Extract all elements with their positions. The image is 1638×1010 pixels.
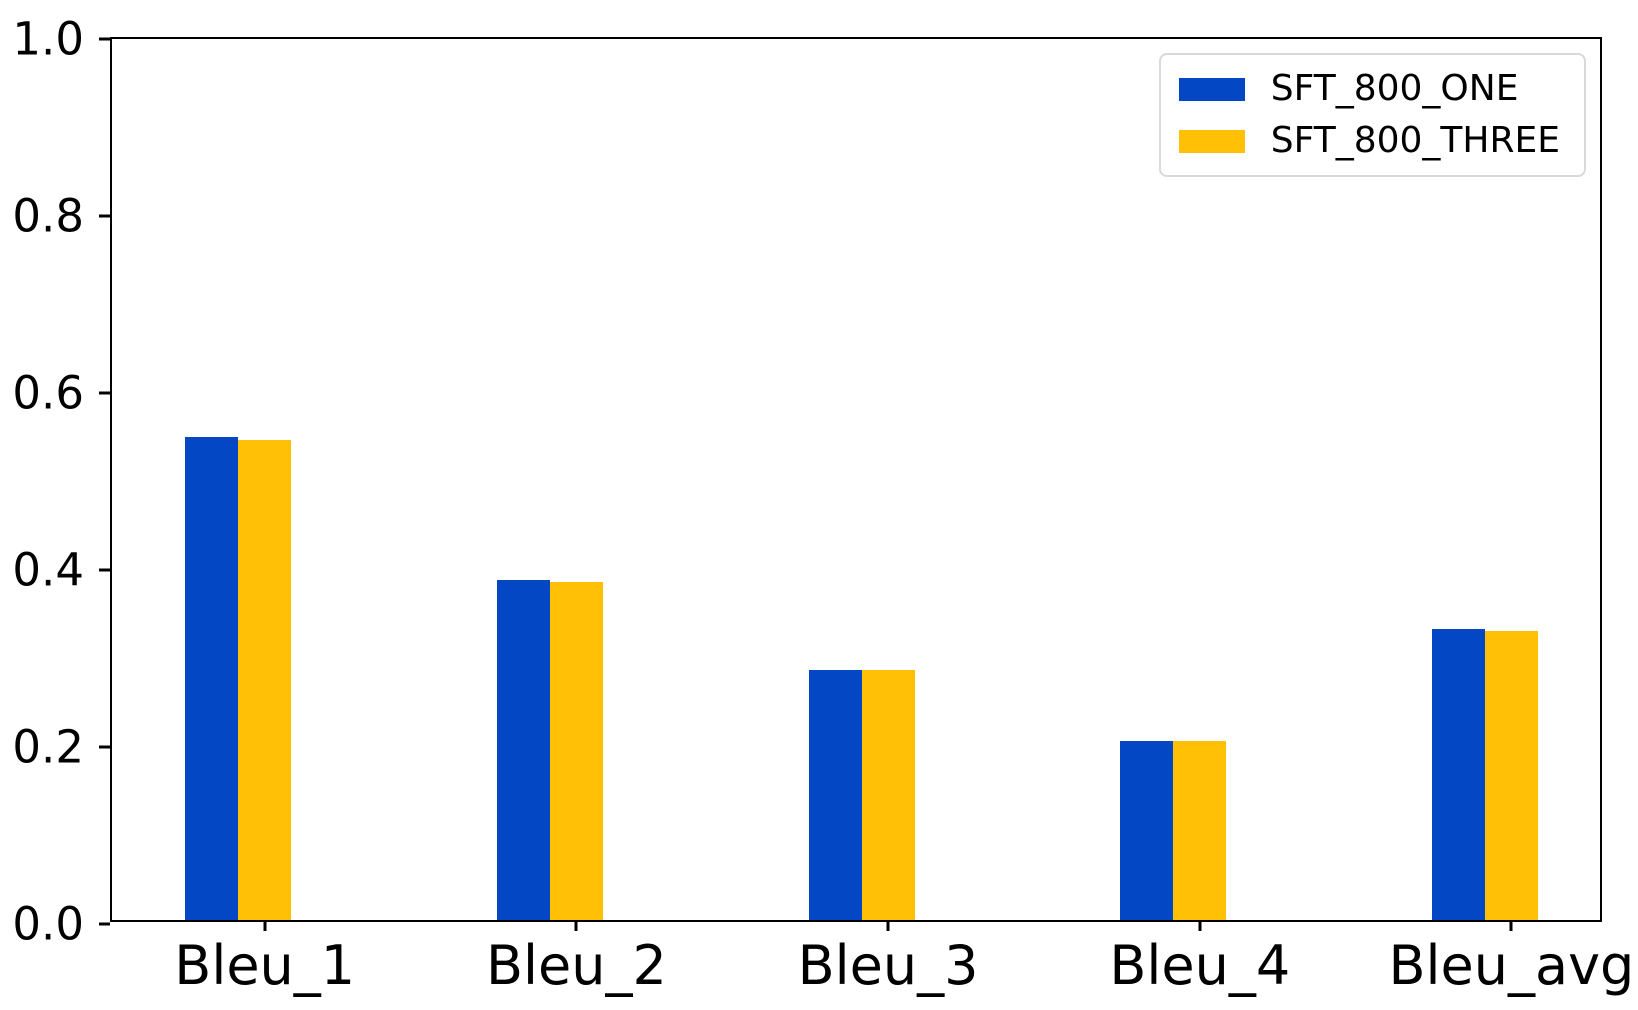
y-tick-mark — [99, 922, 110, 926]
bar-SFT_800_ONE-Bleu_2 — [496, 580, 550, 920]
x-tick-mark — [1198, 920, 1202, 931]
y-tick-label: 0.8 — [12, 189, 84, 243]
bar-SFT_800_THREE-Bleu_3 — [861, 670, 915, 920]
legend-label: SFT_800_ONE — [1270, 68, 1519, 109]
plot-area: 0.0 0.2 0.4 0.6 0.8 1.0 Bleu_1 Bleu_2 Bleu_3 Bleu… — [12, 17, 1634, 996]
x-tick-label: Bleu_1 — [174, 934, 356, 997]
x-tick-label: Bleu_avg — [1388, 934, 1635, 997]
bar-SFT_800_ONE-Bleu_1 — [185, 436, 239, 920]
bar-SFT_800_ONE-Bleu_avg — [1431, 628, 1485, 920]
legend: SFT_800_ONE SFT_800_THREE — [1158, 53, 1586, 177]
y-tick-mark — [99, 391, 110, 395]
bar-SFT_800_THREE-Bleu_2 — [549, 581, 603, 920]
y-tick-label: 1.0 — [12, 12, 84, 66]
y-tick-label: 0.0 — [12, 897, 84, 951]
x-tick-label: Bleu_3 — [797, 934, 979, 997]
x-tick-mark — [574, 920, 578, 931]
x-tick-label: Bleu_2 — [485, 934, 667, 997]
y-tick-label: 0.6 — [12, 366, 84, 420]
legend-swatch — [1178, 77, 1245, 101]
bar-SFT_800_THREE-Bleu_4 — [1173, 741, 1227, 920]
legend-swatch — [1178, 129, 1245, 153]
y-tick-mark — [99, 745, 110, 749]
legend-label: SFT_800_THREE — [1270, 120, 1560, 161]
x-tick-mark — [1509, 920, 1513, 931]
bar-SFT_800_THREE-Bleu_1 — [238, 440, 292, 920]
y-tick-mark — [99, 568, 110, 572]
y-tick-mark — [99, 37, 110, 41]
bar-SFT_800_THREE-Bleu_avg — [1484, 630, 1538, 920]
bar-SFT_800_ONE-Bleu_4 — [1120, 741, 1174, 920]
y-tick-label: 0.4 — [12, 543, 84, 597]
x-tick-label: Bleu_4 — [1109, 934, 1291, 997]
bar-SFT_800_ONE-Bleu_3 — [808, 669, 862, 920]
x-tick-mark — [886, 920, 890, 931]
y-tick-label: 0.2 — [12, 720, 84, 774]
y-tick-mark — [99, 214, 110, 218]
legend-entry: SFT_800_ONE — [1178, 68, 1560, 109]
legend-entry: SFT_800_THREE — [1178, 120, 1560, 161]
x-tick-mark — [263, 920, 267, 931]
